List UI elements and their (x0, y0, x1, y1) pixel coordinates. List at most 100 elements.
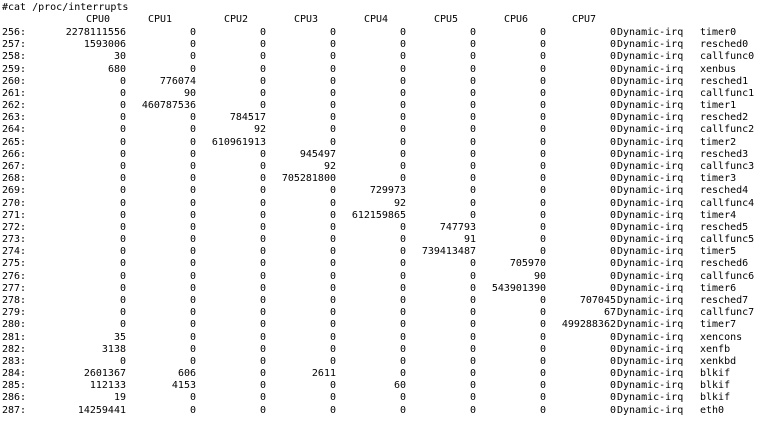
cpu-count-cell: 0 (539, 404, 546, 416)
cpu-count-cell: 0 (329, 185, 336, 197)
cpu-count-cell: 2611 (311, 368, 336, 380)
cpu-count-cell: 0 (259, 209, 266, 221)
cpu-count-cell: 0 (119, 234, 126, 246)
cpu-count-cell: 0 (189, 63, 196, 75)
interrupt-row: 267: 0 0 0 92 0 0 0 0 Dynamic-irq callfunc3 (0, 161, 759, 173)
cpu-count-cell: 0 (399, 63, 406, 75)
cpu-count-cell: 784517 (229, 112, 266, 124)
cpu-count-cell: 0 (539, 331, 546, 343)
irq-device: eth0 (700, 404, 725, 416)
interrupt-row: 264: 0 0 92 0 0 0 0 0 Dynamic-irq callfunc2 (0, 124, 759, 136)
cpu-count-cell: 0 (539, 136, 546, 148)
cpu-count-cell: 0 (119, 221, 126, 233)
irq-device: xenbus (700, 63, 737, 75)
cpu-count-cell: 0 (119, 270, 126, 282)
interrupt-row: 276: 0 0 0 0 0 0 90 0 Dynamic-irq callfunc6 (0, 271, 759, 283)
cpu-count-cell: 0 (329, 246, 336, 258)
irq-device: callfunc2 (700, 124, 755, 136)
cpu-count-cell: 30 (113, 51, 126, 63)
cpu-count-cell: 0 (609, 160, 616, 172)
cpu-count-cell: 0 (119, 173, 126, 185)
cpu-count-cell: 0 (189, 173, 196, 185)
cpu-count-cell: 0 (539, 112, 546, 124)
irq-device: blkif (700, 392, 731, 404)
irq-type: Dynamic-irq (617, 234, 684, 246)
cpu-count-cell: 0 (189, 392, 196, 404)
cpu-count-cell: 610961913 (211, 136, 266, 148)
cpu-count-cell: 0 (189, 355, 196, 367)
cpu-count-cell: 0 (259, 380, 266, 392)
irq-number: 287: (2, 404, 27, 416)
cpu-count-cell: 680 (107, 63, 126, 75)
cpu-count-cell: 0 (399, 75, 406, 87)
cpu-count-cell: 0 (329, 270, 336, 282)
interrupt-row: 272: 0 0 0 0 0 747793 0 0 Dynamic-irq resched5 (0, 222, 759, 234)
irq-type: Dynamic-irq (617, 282, 684, 294)
irq-device: resched2 (700, 112, 749, 124)
interrupt-row: 287: 14259441 0 0 0 0 0 0 0 Dynamic-irq eth0 (0, 405, 759, 417)
irq-type: Dynamic-irq (617, 307, 684, 319)
cpu-count-cell: 0 (119, 112, 126, 124)
cpu-count-cell: 0 (539, 173, 546, 185)
irq-number: 286: (2, 392, 27, 404)
cpu-count-cell: 90 (533, 270, 546, 282)
interrupt-row: 258: 30 0 0 0 0 0 0 0 Dynamic-irq callfunc0 (0, 51, 759, 63)
cpu-count-cell: 0 (539, 368, 546, 380)
cpu-count-cell: 0 (259, 100, 266, 112)
irq-device: xencons (700, 331, 743, 343)
cpu-count-cell: 0 (329, 331, 336, 343)
irq-type: Dynamic-irq (617, 39, 684, 51)
cpu-count-cell: 0 (259, 258, 266, 270)
cpu-count-cell: 729973 (369, 185, 406, 197)
irq-number: 272: (2, 221, 27, 233)
cpu-count-cell: 0 (469, 39, 476, 51)
cpu-count-cell: 0 (539, 319, 546, 331)
cpu-count-cell: 0 (329, 75, 336, 87)
interrupt-row: 274: 0 0 0 0 0 739413487 0 0 Dynamic-irq timer5 (0, 246, 759, 258)
cpu-count-cell: 0 (469, 160, 476, 172)
cpu-count-cell: 3138 (101, 343, 126, 355)
cpu-count-cell: 0 (609, 368, 616, 380)
irq-device: timer7 (700, 319, 737, 331)
cpu-count-cell: 0 (329, 27, 336, 38)
cpu-count-cell: 0 (539, 75, 546, 87)
interrupt-row: 280: 0 0 0 0 0 0 0 499288362 Dynamic-irq timer7 (0, 319, 759, 331)
cpu-count-cell: 0 (399, 39, 406, 51)
irq-device: blkif (700, 380, 731, 392)
irq-type: Dynamic-irq (617, 221, 684, 233)
cpu-count-cell: 0 (469, 392, 476, 404)
irq-number: 266: (2, 148, 27, 160)
cpu-count-cell: 0 (119, 136, 126, 148)
cpu-header: CPU4 (363, 14, 389, 25)
cpu-count-cell: 60 (393, 380, 406, 392)
irq-number: 270: (2, 197, 27, 209)
interrupt-row: 277: 0 0 0 0 0 0 543901390 0 Dynamic-irq timer6 (0, 283, 759, 295)
cpu-count-cell: 0 (399, 368, 406, 380)
cpu-count-cell: 0 (609, 392, 616, 404)
interrupt-row: 271: 0 0 0 0 612159865 0 0 0 Dynamic-irq timer4 (0, 210, 759, 222)
cpu-count-cell: 0 (539, 209, 546, 221)
cpu-count-cell: 0 (469, 307, 476, 319)
cpu-count-cell: 0 (329, 112, 336, 124)
interrupt-row: 261: 0 90 0 0 0 0 0 0 Dynamic-irq callfunc1 (0, 88, 759, 100)
cpu-count-cell: 0 (329, 124, 336, 136)
irq-type: Dynamic-irq (617, 185, 684, 197)
cpu-count-cell: 0 (119, 75, 126, 87)
cpu-count-cell: 0 (189, 307, 196, 319)
irq-device: resched0 (700, 39, 749, 51)
cpu-count-cell: 0 (609, 343, 616, 355)
cpu-count-cell: 0 (259, 221, 266, 233)
cpu-count-cell: 0 (399, 136, 406, 148)
irq-device: callfunc5 (700, 234, 755, 246)
irq-number: 263: (2, 112, 27, 124)
cpu-count-cell: 92 (393, 197, 406, 209)
cpu-count-cell: 0 (399, 282, 406, 294)
cpu-count-cell: 0 (189, 294, 196, 306)
cpu-count-cell: 0 (119, 355, 126, 367)
cpu-count-cell: 0 (329, 319, 336, 331)
cpu-count-cell: 0 (399, 173, 406, 185)
cpu-count-cell: 0 (119, 282, 126, 294)
interrupt-row: 265: 0 0 610961913 0 0 0 0 0 Dynamic-irq timer2 (0, 137, 759, 149)
cpu-count-cell: 0 (399, 112, 406, 124)
